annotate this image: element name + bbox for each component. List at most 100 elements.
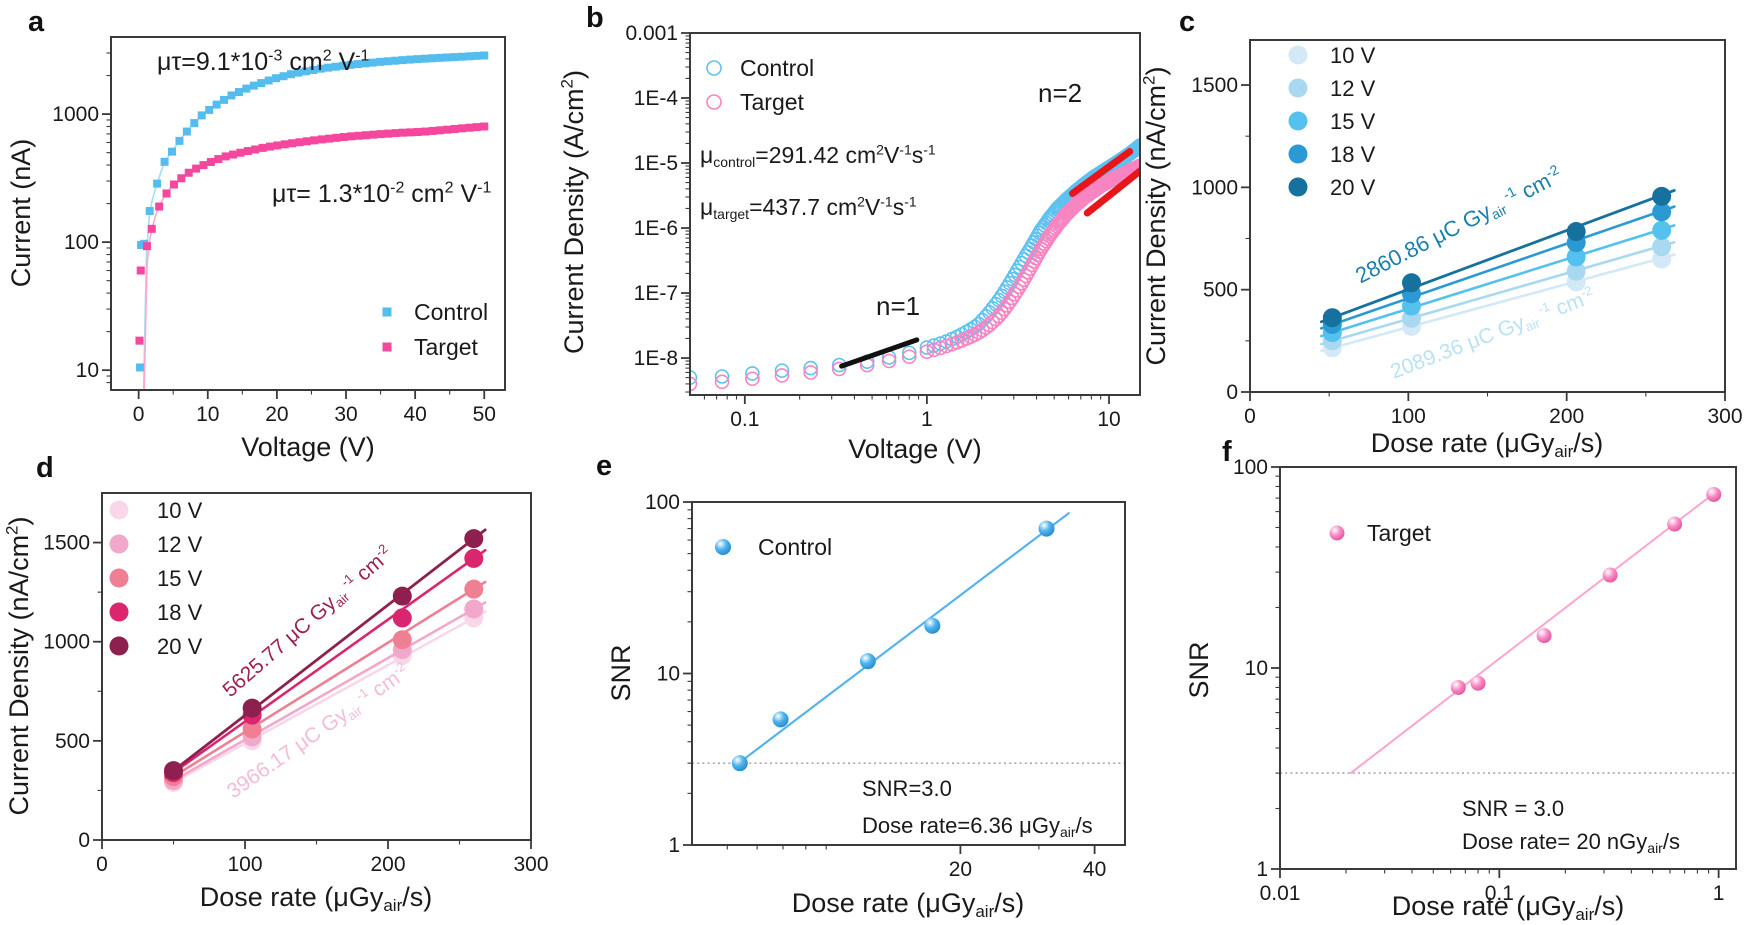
panel-d-y-axis-title: Current Density (nA/cm2) [3, 516, 34, 815]
panel-b-legend: Control Target [706, 55, 814, 115]
svg-text:200: 200 [1549, 405, 1584, 428]
panel-e-x-axis-title: Dose rate (μGyair/s) [792, 888, 1025, 921]
panel-f-annotation-1: Dose rate= 20 nGyair/s [1462, 829, 1680, 856]
svg-text:0.01: 0.01 [1260, 882, 1301, 905]
panel-f-legend: Target [1329, 520, 1432, 546]
svg-text:1E-7: 1E-7 [634, 282, 678, 305]
legend-label: Control [740, 55, 814, 81]
panel-d-legend: 10 V 12 V 15 V 18 V 20 V [109, 498, 203, 659]
panel-d-series-18-v [164, 548, 487, 783]
panel-e-annotation-0: SNR=3.0 [862, 776, 952, 801]
legend-label: 15 V [157, 566, 203, 591]
panel-c-plot-area [1319, 186, 1676, 358]
panel-b-axes: 0.1 1 10 0.001 1E-4 1E-5 1E-6 1E-7 1E-8 [625, 22, 1141, 431]
svg-text:40: 40 [1083, 858, 1106, 881]
svg-text:100: 100 [645, 491, 680, 514]
panel-b-annotation-3: n=1 [876, 291, 920, 321]
panel-b-series-control [690, 138, 1140, 385]
legend-label: Target [740, 89, 805, 115]
svg-text:10: 10 [1245, 657, 1268, 680]
panel-e-annotation-1: Dose rate=6.36 μGyair/s [862, 813, 1093, 840]
panel-label-c: c [1179, 6, 1196, 38]
legend-label: 10 V [157, 498, 203, 523]
panel-d-x-axis-title: Dose rate (μGyair/s) [200, 882, 433, 915]
fit-line [839, 337, 920, 369]
svg-text:1000: 1000 [52, 103, 99, 126]
panel-b-y-axis-title: Current Density (A/cm2) [558, 70, 589, 354]
panel-c: 0 100 200 300 0 500 1000 1500 Dose rate (μGyair/… [1140, 39, 1743, 461]
svg-text:100: 100 [64, 231, 99, 254]
panel-label-a: a [28, 6, 45, 38]
svg-text:10: 10 [657, 663, 680, 686]
svg-text:1: 1 [921, 408, 933, 431]
panel-a-annotation-1: μτ= 1.3*10-2 cm2 V-1 [272, 180, 492, 209]
panel-a: 0 10 20 30 40 50 10 100 1000 Voltage (V) Current (… [6, 36, 506, 462]
panel-b: 0.1 1 10 0.001 1E-4 1E-5 1E-6 1E-7 1E-8 Voltage (… [558, 22, 1141, 464]
legend-label: 18 V [157, 600, 203, 625]
panel-e-series-control [731, 512, 1070, 772]
svg-text:0: 0 [133, 403, 145, 426]
svg-text:500: 500 [1203, 279, 1238, 302]
panel-a-series-target [135, 122, 489, 390]
svg-text:1000: 1000 [1191, 176, 1238, 199]
panel-a-x-axis-title: Voltage (V) [241, 432, 375, 462]
panel-d-series-10-v [164, 608, 487, 792]
panel-d-series-15-v [164, 579, 487, 787]
panel-c-axes: 0 100 200 300 0 500 1000 1500 [1191, 39, 1743, 428]
panel-e-legend: Control [715, 534, 832, 560]
svg-text:300: 300 [1707, 405, 1742, 428]
svg-text:50: 50 [473, 403, 496, 426]
svg-text:300: 300 [513, 853, 548, 876]
panel-b-annotation-2: n=2 [1038, 78, 1082, 108]
panel-e-y-axis-title: SNR [606, 644, 636, 701]
svg-text:30: 30 [334, 403, 357, 426]
fit-line [1083, 166, 1140, 217]
svg-text:20: 20 [949, 858, 972, 881]
panel-d-axes: 0 100 200 300 0 500 1000 1500 [43, 492, 549, 876]
panel-f-x-axis-title: Dose rate (μGyair/s) [1392, 891, 1625, 924]
legend-label: 12 V [1330, 76, 1376, 101]
svg-text:1E-4: 1E-4 [634, 87, 679, 110]
panel-c-series-20-v [1319, 186, 1676, 328]
fit-line [1068, 148, 1134, 197]
panel-d-series-20-v [164, 528, 487, 781]
svg-text:1: 1 [1713, 882, 1725, 905]
panel-d-plot-area [164, 528, 487, 792]
legend-label: 18 V [1330, 142, 1376, 167]
svg-text:100: 100 [227, 853, 262, 876]
panel-b-series-target [690, 158, 1140, 392]
panel-e-axes: 20 40 1 10 100 [645, 491, 1126, 881]
panel-b-plot-area [690, 138, 1140, 392]
legend-label: 10 V [1330, 43, 1376, 68]
panel-f-series-target [1349, 486, 1722, 775]
legend-label: 15 V [1330, 109, 1376, 134]
svg-text:0.1: 0.1 [730, 408, 759, 431]
panel-label-e: e [596, 450, 613, 482]
panel-b-annotation-1: μtarget=437.7 cm2V-1s-1 [700, 193, 917, 222]
panel-c-x-axis-title: Dose rate (μGyair/s) [1371, 428, 1604, 461]
panel-c-legend: 10 V 12 V 15 V 18 V 20 V [1288, 43, 1376, 200]
panel-b-x-axis-title: Voltage (V) [848, 434, 982, 464]
svg-text:10: 10 [76, 359, 99, 382]
legend-label: Control [414, 299, 488, 325]
svg-text:20: 20 [265, 403, 288, 426]
svg-text:0: 0 [1226, 381, 1238, 404]
panel-a-y-axis-title: Current (nA) [6, 139, 36, 288]
panel-f: 0.01 0.1 1 1 10 100 Dose rate (μGyair/s) SNR Tar… [1184, 456, 1737, 924]
svg-text:0: 0 [78, 829, 90, 852]
panel-label-f: f [1222, 436, 1232, 468]
panel-a-axes: 0 10 20 30 40 50 10 100 1000 [52, 36, 506, 426]
svg-text:0.1: 0.1 [1485, 882, 1514, 905]
svg-text:10: 10 [196, 403, 219, 426]
svg-text:40: 40 [403, 403, 426, 426]
panel-f-y-axis-title: SNR [1184, 641, 1214, 698]
panel-d-annotation-0: 5625.77 μC Gyair -1 cm-2 [217, 541, 398, 703]
svg-text:1E-6: 1E-6 [634, 217, 678, 240]
svg-text:0.001: 0.001 [625, 22, 678, 45]
svg-text:100: 100 [1391, 405, 1426, 428]
svg-text:10: 10 [1097, 408, 1120, 431]
panel-a-plot-area [135, 51, 489, 390]
legend-label: Target [1367, 520, 1432, 546]
